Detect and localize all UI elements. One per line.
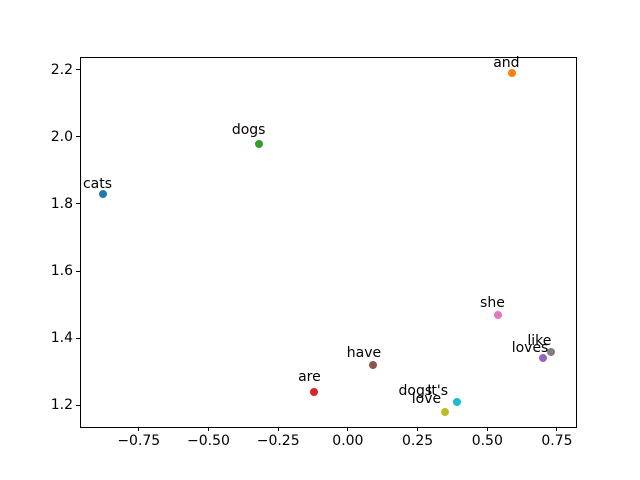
scatter-point-and [508,69,517,78]
scatter-point-are [310,387,319,396]
y-tick-mark [76,136,80,138]
point-label-like: like [527,332,552,349]
point-label-cats: cats [82,175,113,192]
scatter-point-love [441,407,450,416]
x-tick-mark [417,427,419,431]
x-tick-label: −0.75 [117,433,161,449]
x-tick-mark [277,427,279,431]
point-label-she: she [480,294,505,311]
point-label-dogs: dogs [231,121,266,138]
x-tick-mark [347,427,349,431]
y-tick-mark [76,337,80,339]
point-label-are: are [298,368,321,385]
y-tick-label: 2.2 [50,61,73,78]
x-tick-mark [486,427,488,431]
scatter-point-cats [98,189,107,198]
x-tick-mark [138,427,140,431]
y-tick-label: 1.8 [50,195,73,212]
point-label-have: have [346,344,382,361]
scatter-point-dogs [254,139,263,148]
point-label-it-s: It's [427,382,448,399]
y-tick-label: 1.2 [50,397,73,414]
x-tick-label: −0.25 [256,433,300,449]
x-tick-label: 0.50 [471,433,503,449]
y-tick-label: 1.6 [50,263,73,280]
scatter-point-she [494,310,503,319]
overlapping-word-label-dogs: dogs [398,383,433,400]
point-label-loves: loves [511,340,549,357]
x-tick-label: 0.75 [541,433,573,449]
y-tick-mark [76,270,80,272]
y-tick-label: 2.0 [50,128,73,145]
x-tick-label: −0.50 [187,433,230,449]
plot-area [80,57,577,428]
x-tick-mark [556,427,558,431]
scatter-point-have [368,360,377,369]
scatter-point-loves [539,354,548,363]
y-tick-mark [76,203,80,205]
point-label-love: love [411,390,442,407]
point-label-and: and [493,55,520,72]
scatter-point-like [547,347,556,356]
x-tick-label: 0.25 [401,433,434,449]
y-tick-label: 1.4 [50,330,73,347]
y-tick-mark [76,69,80,71]
x-tick-mark [207,427,209,431]
scatter-point-it-s [452,397,461,406]
y-tick-mark [76,404,80,406]
x-tick-label: 0.00 [332,433,364,449]
